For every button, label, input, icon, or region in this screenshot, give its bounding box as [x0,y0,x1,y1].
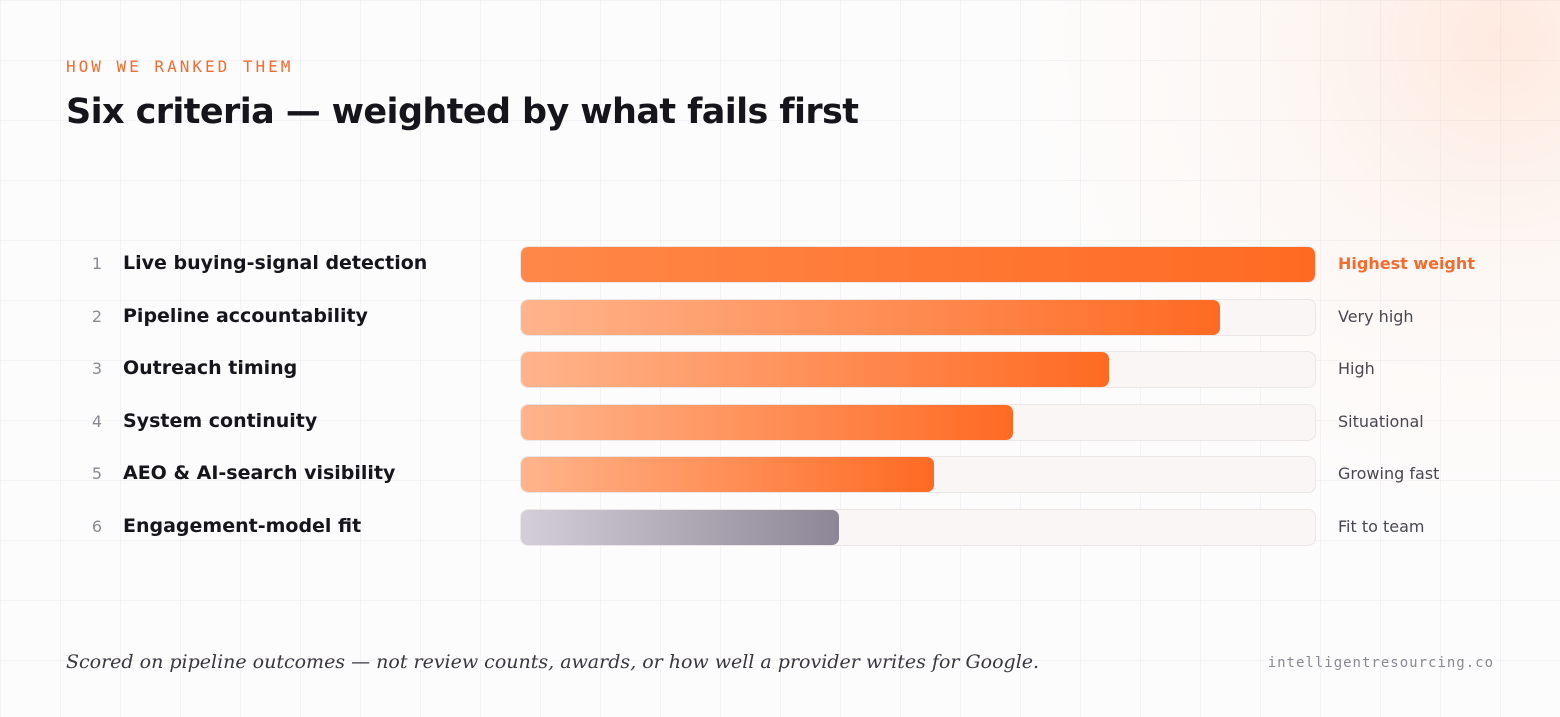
rank-number: 3 [91,359,103,379]
weight-label: Very high [1338,306,1414,326]
criterion-label: Pipeline accountability [123,304,368,327]
criteria-row: 3 Outreach timing High [0,351,1560,389]
bar-fill [521,352,1109,388]
bar-fill [521,299,1220,335]
criterion-label: Live buying-signal detection [123,252,428,274]
criterion-label: AEO & AI-search visibility [123,462,396,485]
bar-fill [521,247,1315,282]
criteria-row: 2 Pipeline accountability Very high [0,298,1560,337]
bar-track [520,246,1316,283]
criteria-row: 1 Live buying-signal detection Highest wei… [0,246,1560,284]
weight-label: Highest weight [1338,254,1475,273]
criterion-label: Outreach timing [123,357,298,380]
bar-track [520,403,1316,441]
rank-number: 5 [91,464,103,484]
criteria-row: 5 AEO & AI-search visibility Growing fast [0,456,1560,494]
bar-track [520,351,1316,389]
footer-note: Scored on pipeline outcomes — not review… [66,651,1040,673]
criterion-label: System continuity [123,409,318,432]
bar-track [520,456,1316,494]
rank-number: 2 [91,306,103,326]
weight-label: Situational [1338,411,1424,431]
section-eyebrow: HOW WE RANKED THEM [66,57,294,76]
weight-label: High [1338,359,1375,379]
page-title: Six criteria — weighted by what fails fi… [66,92,859,132]
bar-track [520,509,1316,546]
bar-fill [521,457,934,493]
rank-number: 4 [91,411,103,431]
rank-number: 6 [91,517,103,536]
bar-fill [521,404,1014,440]
weight-label: Growing fast [1338,464,1440,484]
rank-number: 1 [91,254,103,273]
site-url: intelligentresourcing.co [1267,655,1494,671]
bar-track [520,298,1316,336]
weight-label: Fit to team [1338,517,1425,536]
criteria-row: 4 System continuity Situational [0,403,1560,442]
criterion-label: Engagement-model fit [123,515,362,537]
criteria-row: 6 Engagement-model fit Fit to team [0,509,1560,547]
bar-fill [521,510,839,545]
